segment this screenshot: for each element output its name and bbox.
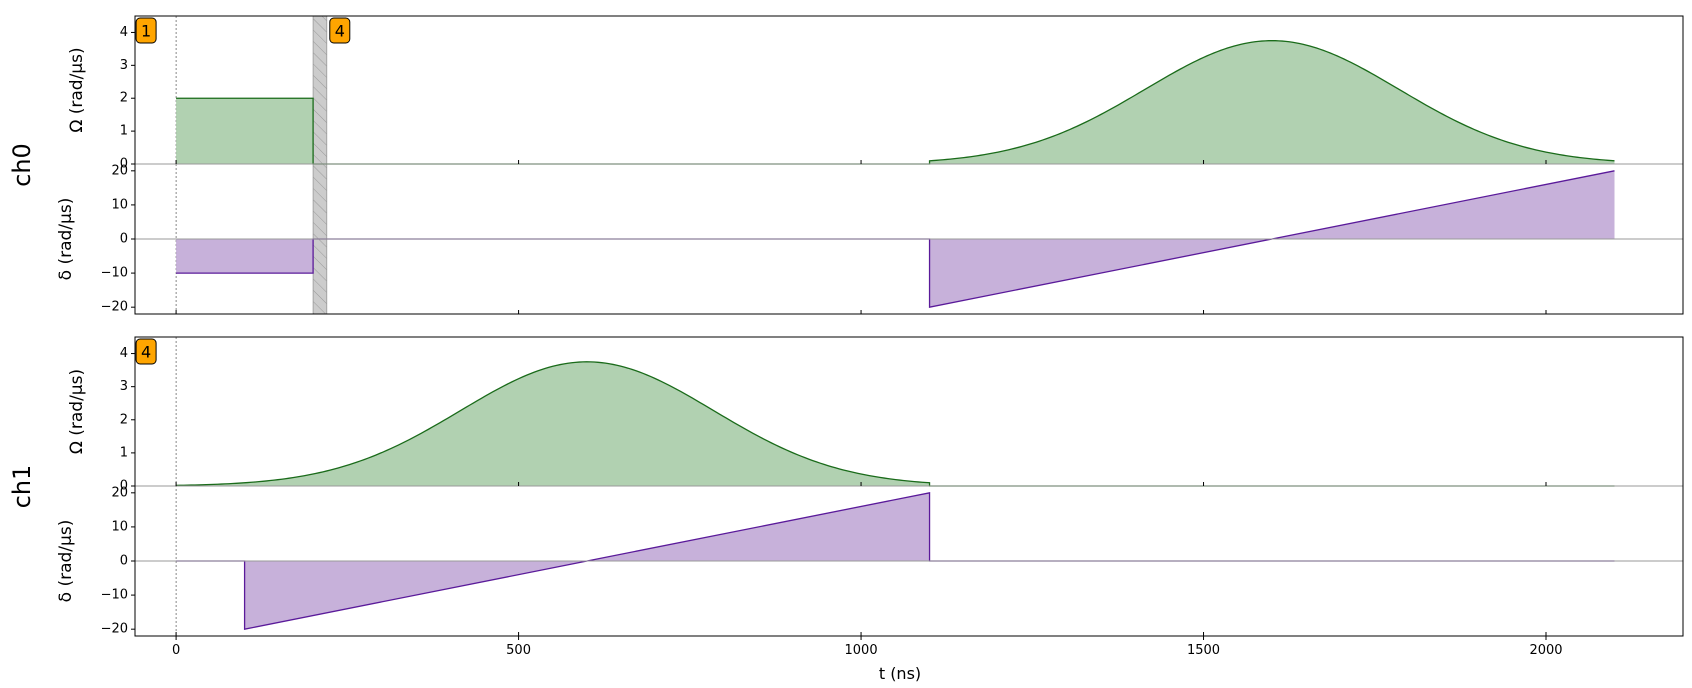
omega-ytick-label: 0	[120, 479, 128, 494]
delta-ytick-label: 20	[111, 163, 128, 178]
omega-ytick-label: 1	[120, 445, 128, 460]
omega-area	[176, 40, 1615, 164]
marker-badge-1	[135, 17, 157, 44]
omega-line	[176, 40, 1615, 165]
marker-badge-4	[329, 17, 351, 44]
omega-ytick-label: 3	[120, 379, 128, 394]
omega-ytick-label: 2	[120, 412, 128, 427]
marker-label: 4	[141, 343, 151, 362]
xtick-label: 2000	[1529, 643, 1562, 658]
omega-ytick-label: 4	[120, 25, 128, 40]
omega-line	[176, 361, 1615, 487]
omega-ytick-label: 4	[120, 346, 128, 361]
marker-label: 4	[335, 22, 345, 41]
omega-ytick-label: 2	[120, 91, 128, 106]
xtick-label: 500	[506, 643, 531, 658]
delta-ytick-label: 20	[111, 485, 128, 500]
delta-axis-label: δ (rad/µs)	[56, 198, 76, 281]
marker-badge-4	[135, 338, 157, 365]
hatched-region	[312, 15, 328, 315]
omega-ytick-label: 3	[120, 58, 128, 73]
delta-ytick-label: 10	[111, 519, 128, 534]
xtick-label: 0	[172, 643, 180, 658]
channel-panel-ch1: ch1 0 1 2 3 4 −20 −10 0 10 20 Ω (rad/µs) δ (rad/µs) 0…	[8, 336, 1684, 658]
delta-ytick-label: 10	[111, 197, 128, 212]
omega-axis-label: Ω (rad/µs)	[67, 369, 87, 454]
channel-label-ch1: ch1	[8, 465, 36, 509]
plot-frame	[134, 15, 1684, 315]
delta-axis-label: δ (rad/µs)	[56, 520, 76, 603]
xtick-label: 1500	[1187, 643, 1220, 658]
x-axis-label: t (ns)	[879, 664, 921, 683]
delta-ytick-label: 0	[120, 554, 128, 569]
delta-ytick-label: −10	[101, 266, 128, 281]
delta-ytick-label: −20	[101, 622, 128, 637]
delta-ytick-label: −20	[101, 300, 128, 315]
delta-ytick-label: 0	[120, 232, 128, 247]
omega-ytick-label: 0	[120, 157, 128, 172]
delta-ytick-label: −10	[101, 588, 128, 603]
omega-axis-label: Ω (rad/µs)	[67, 47, 87, 132]
xtick-label: 1000	[845, 643, 878, 658]
marker-label: 1	[141, 22, 151, 41]
channel-label-ch0: ch0	[8, 143, 36, 187]
omega-area	[176, 361, 1615, 486]
channel-panel-ch0: ch0 0 1 2 3 4 −20 −10 0 10 20 Ω (rad/µs) δ (rad/µs) 1…	[8, 15, 1684, 315]
omega-ytick-label: 1	[120, 124, 128, 139]
